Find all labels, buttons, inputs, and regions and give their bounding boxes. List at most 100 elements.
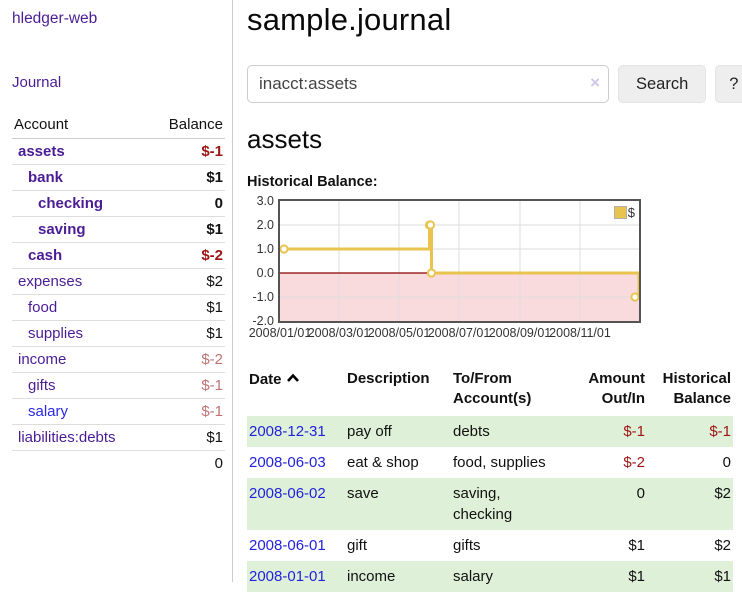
account-balance: $-2 bbox=[149, 242, 225, 269]
account-link-expenses[interactable]: expenses bbox=[18, 273, 83, 290]
balance-column-header: Balance bbox=[149, 113, 225, 139]
search-input[interactable] bbox=[247, 65, 609, 103]
transaction-balance: 0 bbox=[722, 453, 731, 471]
account-row-food: food $1 bbox=[12, 294, 225, 321]
transaction-date-link[interactable]: 2008-06-02 bbox=[249, 484, 326, 502]
chart-title: Historical Balance: bbox=[247, 174, 378, 190]
account-row-salary: salary $-1 bbox=[12, 398, 225, 425]
account-balance: $1 bbox=[149, 216, 225, 243]
account-row-cash: cash $-2 bbox=[12, 242, 225, 269]
transaction-row[interactable]: 2008-01-01 income salary $1 $1 bbox=[247, 560, 733, 592]
main-content: sample.journal × Search ? assets Histori… bbox=[233, 0, 742, 592]
chart-legend: $ bbox=[613, 205, 635, 220]
transaction-balance: $-1 bbox=[709, 422, 731, 440]
account-balance: $-1 bbox=[149, 138, 225, 165]
page-title: sample.journal bbox=[247, 2, 452, 37]
accounts-table: Account Balance assets $-1 bank $1 check… bbox=[12, 113, 225, 476]
legend-swatch-icon bbox=[613, 206, 627, 219]
transaction-amount: 0 bbox=[636, 484, 645, 502]
transaction-description: pay off bbox=[347, 422, 392, 440]
date-column-header[interactable]: Date bbox=[247, 366, 345, 416]
sidebar-item-journal[interactable]: Journal bbox=[12, 74, 62, 91]
account-column-header: Account bbox=[12, 113, 150, 139]
account-link-gifts[interactable]: gifts bbox=[28, 377, 56, 394]
account-row-expenses: expenses $2 bbox=[12, 268, 225, 295]
transaction-description: eat & shop bbox=[347, 453, 419, 471]
register-header-row: Date Description To/From Account(s) Amou… bbox=[247, 366, 733, 416]
transaction-date-link[interactable]: 2008-01-01 bbox=[249, 567, 326, 585]
search-button[interactable]: Search bbox=[618, 65, 707, 103]
chart-plot-wrap: $ 2008/01/01 2008/03/01 2008/05/01 2008/07/… bbox=[249, 199, 641, 344]
x-axis-tick-label: 2008/11/01 bbox=[549, 326, 611, 340]
amount-column-header: Amount Out/In bbox=[588, 370, 645, 408]
balance-line-chart bbox=[280, 201, 639, 321]
y-axis-tick-label: 3.0 bbox=[256, 194, 274, 208]
transaction-balance: $2 bbox=[714, 536, 731, 554]
x-axis-tick-label: 2008/07/01 bbox=[427, 326, 491, 340]
account-link-income[interactable]: income bbox=[18, 351, 67, 368]
transaction-amount: $-2 bbox=[623, 453, 645, 471]
account-link-salary[interactable]: salary bbox=[28, 403, 69, 420]
x-axis-tick-label: 2008/09/01 bbox=[488, 326, 552, 340]
balance-column-header: Historical Balance bbox=[662, 370, 731, 408]
account-link-checking[interactable]: checking bbox=[38, 195, 104, 212]
transaction-date-link[interactable]: 2008-06-01 bbox=[249, 536, 326, 554]
account-link-assets[interactable]: assets bbox=[18, 143, 65, 160]
transaction-row[interactable]: 2008-12-31 pay off debts $-1 $-1 bbox=[247, 415, 733, 447]
accounts-total-row: 0 bbox=[12, 450, 225, 476]
account-row-liabilities-debts: liabilities:debts $1 bbox=[12, 424, 225, 451]
transaction-balance: $2 bbox=[714, 484, 731, 502]
transaction-balance: $1 bbox=[714, 567, 731, 585]
account-link-saving[interactable]: saving bbox=[38, 221, 86, 238]
transaction-row[interactable]: 2008-06-03 eat & shop food, supplies $-2… bbox=[247, 447, 733, 478]
account-row-supplies: supplies $1 bbox=[12, 320, 225, 347]
current-account-heading: assets bbox=[247, 124, 323, 154]
account-balance: $-2 bbox=[149, 346, 225, 373]
y-axis-tick-label: 0.0 bbox=[256, 266, 274, 280]
chart-plot-area[interactable]: $ bbox=[278, 199, 641, 323]
account-link-cash[interactable]: cash bbox=[28, 247, 63, 264]
help-button[interactable]: ? bbox=[715, 65, 742, 103]
account-balance: $1 bbox=[149, 164, 225, 191]
transaction-amount: $1 bbox=[628, 567, 645, 585]
account-link-food[interactable]: food bbox=[28, 299, 58, 316]
account-link-liabilities-debts[interactable]: liabilities:debts bbox=[18, 429, 116, 446]
chart-x-axis-labels: 2008/01/01 2008/03/01 2008/05/01 2008/07/01… bbox=[249, 326, 641, 344]
x-axis-tick-label: 2008/03/01 bbox=[307, 326, 371, 340]
account-balance: $1 bbox=[149, 294, 225, 321]
transaction-description: income bbox=[347, 567, 396, 585]
app-title-link[interactable]: hledger-web bbox=[12, 10, 98, 27]
transaction-date-link[interactable]: 2008-06-03 bbox=[249, 453, 326, 471]
account-row-gifts: gifts $-1 bbox=[12, 372, 225, 399]
transaction-row[interactable]: 2008-06-02 save saving, checking 0 $2 bbox=[247, 477, 733, 530]
account-row-assets: assets $-1 bbox=[12, 138, 225, 165]
account-link-supplies[interactable]: supplies bbox=[28, 325, 84, 342]
clear-search-icon[interactable]: × bbox=[590, 73, 600, 92]
y-axis-tick-label: 2.0 bbox=[256, 218, 274, 232]
transaction-amount: $1 bbox=[628, 536, 645, 554]
description-column-header: Description bbox=[347, 370, 430, 387]
accounts-column-header: To/From Account(s) bbox=[453, 370, 532, 408]
transaction-description: gift bbox=[347, 536, 368, 554]
legend-label: $ bbox=[627, 205, 635, 220]
transaction-accounts: food, supplies bbox=[453, 453, 546, 471]
register-table: Date Description To/From Account(s) Amou… bbox=[247, 366, 733, 592]
transaction-row[interactable]: 2008-06-01 gift gifts $1 $2 bbox=[247, 530, 733, 561]
account-row-checking: checking 0 bbox=[12, 190, 225, 217]
account-row-saving: saving $1 bbox=[12, 216, 225, 243]
account-balance: $-1 bbox=[149, 372, 225, 399]
transaction-accounts: saving, checking bbox=[453, 484, 513, 523]
transaction-date-link[interactable]: 2008-12-31 bbox=[249, 422, 326, 440]
transaction-amount: $-1 bbox=[623, 422, 645, 440]
account-balance: $1 bbox=[149, 424, 225, 451]
sort-ascending-icon bbox=[286, 369, 300, 389]
x-axis-tick-label: 2008/01/01 bbox=[248, 326, 312, 340]
account-balance: $-1 bbox=[149, 398, 225, 425]
search-box: × bbox=[247, 65, 609, 103]
historical-balance-chart: 3.0 2.0 1.0 0.0 -1.0 -2.0 $ 2008/01/01 2008/03… bbox=[247, 194, 742, 344]
account-balance: $2 bbox=[149, 268, 225, 295]
account-balance: $1 bbox=[149, 320, 225, 347]
accounts-header-row: Account Balance bbox=[12, 113, 225, 139]
account-link-bank[interactable]: bank bbox=[28, 169, 64, 186]
x-axis-tick-label: 2008/05/01 bbox=[367, 326, 431, 340]
